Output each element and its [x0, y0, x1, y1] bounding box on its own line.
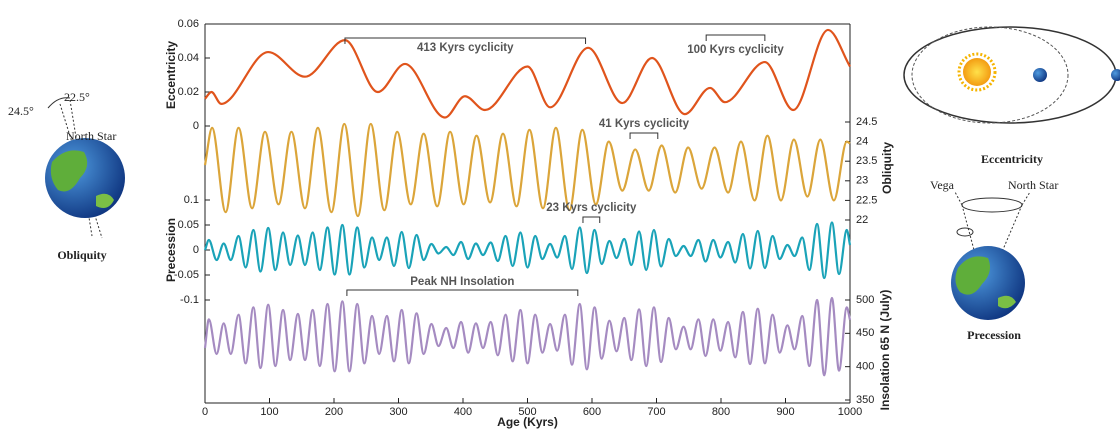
data-line: [203, 221, 852, 280]
x-tick-label: 800: [712, 406, 730, 418]
x-tick-label: 100: [260, 406, 278, 418]
y-tick-label: 500: [856, 294, 874, 306]
diagram-caption: Eccentricity: [981, 152, 1043, 166]
y-tick-label: -0.05: [174, 269, 199, 281]
star-label: North Star: [1008, 178, 1058, 192]
x-tick-label: 900: [776, 406, 794, 418]
earth: [1033, 68, 1047, 82]
sun: [963, 58, 991, 86]
bracket: [582, 216, 601, 223]
y-tick-label: 22.5: [856, 194, 877, 206]
land: [50, 150, 88, 192]
x-tick-label: 700: [647, 406, 665, 418]
x-tick-label: 600: [583, 406, 601, 418]
eccentricity-diagram: Eccentricity: [903, 26, 1120, 166]
bracket: [346, 289, 579, 296]
x-tick-label: 1000: [838, 406, 862, 418]
x-tick-label: 400: [454, 406, 472, 418]
x-tick-label: 0: [202, 406, 208, 418]
earth: [1111, 69, 1120, 81]
y-axis-label: Insolation 65 N (July): [878, 290, 892, 411]
y-tick-label: 24: [856, 136, 868, 148]
y-tick-label: -0.1: [180, 294, 199, 306]
data-line: [204, 28, 851, 119]
y-axis-label: Eccentricity: [164, 41, 178, 109]
angle-label: 22.5°: [64, 90, 90, 104]
data-line: [203, 122, 851, 218]
y-tick-label: 350: [856, 394, 874, 406]
angle-label: 24.5°: [8, 104, 34, 118]
axis-line: [954, 191, 963, 206]
annotation: 23 Kyrs cyclicity: [546, 202, 637, 214]
axis-line: [989, 204, 1023, 281]
y-tick-label: 0.1: [184, 194, 199, 206]
y-tick-label: 0.02: [178, 86, 199, 98]
bracket: [705, 34, 766, 41]
spin-arrow: [956, 227, 974, 237]
y-tick-label: 0.04: [178, 52, 199, 64]
bracket: [629, 132, 659, 139]
y-tick-label: 0.05: [178, 219, 199, 231]
land: [96, 193, 114, 208]
y-axis-label: Precession: [164, 218, 178, 282]
y-tick-label: 450: [856, 327, 874, 339]
y-tick-label: 22: [856, 214, 868, 226]
x-tick-label: 300: [389, 406, 407, 418]
land: [955, 256, 990, 295]
y-tick-label: 0: [193, 244, 199, 256]
y-tick-label: 24.5: [856, 116, 877, 128]
y-tick-label: 0.06: [178, 18, 199, 30]
star-label: Vega: [930, 178, 955, 192]
diagram-caption: Obliquity: [57, 248, 106, 262]
precession-circle: [961, 197, 1023, 213]
annotation: Peak NH Insolation: [410, 276, 514, 288]
y-axis-label: Obliquity: [880, 142, 894, 194]
x-tick-label: 500: [518, 406, 536, 418]
annotation: 41 Kyrs cyclicity: [599, 118, 690, 130]
y-tick-label: 23.5: [856, 155, 877, 167]
angle-arc: [47, 97, 71, 109]
axis-line: [1021, 191, 1031, 206]
orbit-circular: [911, 26, 1069, 124]
sun-rays: [957, 52, 997, 92]
x-axis-label: Age (Kyrs): [497, 415, 558, 429]
precession-diagram: Vega North Star Precession: [930, 178, 1058, 342]
data-line: [203, 296, 852, 377]
land: [998, 295, 1016, 309]
bracket: [344, 37, 587, 44]
y-tick-label: 23: [856, 175, 868, 187]
obliquity-diagram: 24.5° 22.5° North Star Obliquity: [8, 90, 125, 262]
diagram-caption: Precession: [967, 328, 1021, 342]
x-tick-label: 200: [325, 406, 343, 418]
y-tick-label: 0: [193, 120, 199, 132]
orbit: [903, 26, 1117, 124]
y-tick-label: 400: [856, 361, 874, 373]
annotation: 413 Kyrs cyclicity: [417, 42, 514, 54]
annotation: 100 Kyrs cyclicity: [687, 44, 784, 56]
star-label: North Star: [66, 129, 116, 143]
